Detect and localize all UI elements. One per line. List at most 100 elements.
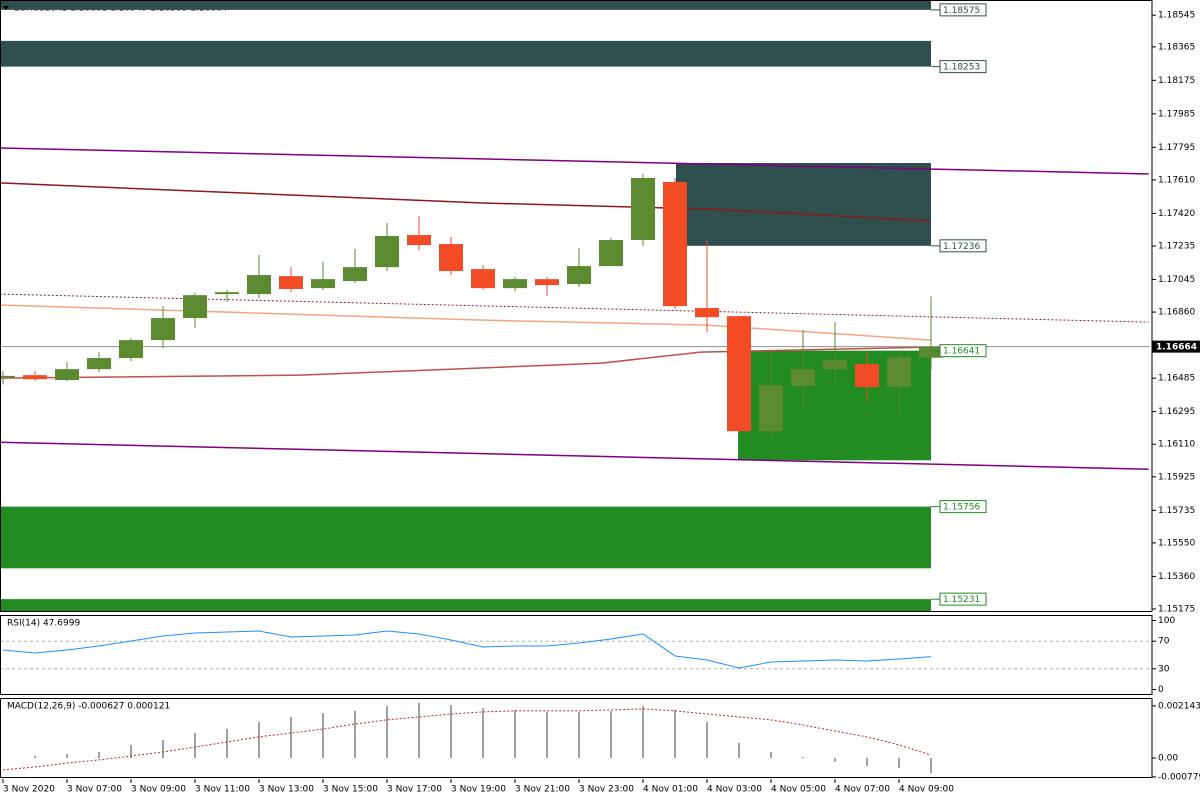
- y-tick-label: 1.17045: [1158, 275, 1195, 285]
- candle-body: [471, 269, 495, 289]
- candle-body: [343, 267, 367, 282]
- x-tick-label: 3 Nov 15:00: [323, 785, 378, 795]
- zone-label: 1.15756: [943, 503, 980, 513]
- x-tick-label: 3 Nov 11:00: [195, 785, 250, 795]
- x-tick-label: 3 Nov 23:00: [579, 785, 634, 795]
- y-tick-label: 70: [1158, 637, 1170, 647]
- y-tick-label: 1.16860: [1158, 308, 1195, 318]
- candle-body: [631, 177, 655, 241]
- y-tick-label: -0.000779: [1158, 772, 1200, 782]
- y-tick-label: 1.17795: [1158, 143, 1195, 153]
- title-marker: [3, 6, 9, 10]
- y-tick-label: 1.18545: [1158, 11, 1195, 21]
- zone: [0, 40, 932, 67]
- zone-label-box: [939, 592, 987, 606]
- zone-label-box: [939, 344, 987, 358]
- x-tick-label: 4 Nov 03:00: [707, 785, 762, 795]
- x-tick-label: 3 Nov 2020: [3, 785, 55, 795]
- indicator-line: [0, 182, 932, 222]
- candle-body: [567, 266, 591, 285]
- zone-label: 1.18575: [943, 6, 980, 16]
- y-tick-label: 100: [1158, 616, 1175, 626]
- candle-body: [311, 279, 335, 289]
- candle-body: [375, 235, 399, 268]
- x-tick-label: 3 Nov 17:00: [387, 785, 442, 795]
- candle-body: [439, 244, 463, 272]
- y-tick-label: 30: [1158, 664, 1170, 674]
- x-tick-label: 4 Nov 01:00: [643, 785, 698, 795]
- y-tick-label: 1.16485: [1158, 374, 1195, 384]
- zone-label: 1.18253: [943, 63, 980, 73]
- y-tick-label: 1.15360: [1158, 572, 1195, 582]
- x-tick-label: 3 Nov 09:00: [131, 785, 186, 795]
- x-tick-label: 3 Nov 21:00: [515, 785, 570, 795]
- indicator-line: [0, 441, 1149, 471]
- candle-body: [503, 279, 527, 289]
- zone: [0, 599, 932, 612]
- candle-body: [887, 357, 911, 388]
- zone-label: 1.17236: [943, 242, 980, 252]
- candle-body: [759, 385, 783, 432]
- y-tick-label: 1.18365: [1158, 42, 1195, 52]
- y-tick-label: 1.16110: [1158, 440, 1195, 450]
- current-price-box: [1152, 340, 1200, 353]
- candle-body: [823, 360, 847, 370]
- zone-label-box: [939, 239, 987, 253]
- zone: [675, 163, 931, 246]
- candle-body: [23, 375, 47, 380]
- rsi-line: [2, 630, 932, 669]
- indicator-line: [0, 147, 1149, 175]
- zone-label: 1.16641: [943, 347, 980, 357]
- candle-body: [87, 358, 111, 370]
- candle-body: [279, 276, 303, 289]
- candle-body: [727, 316, 751, 432]
- candle-body: [599, 240, 623, 267]
- y-tick-label: 1.18175: [1158, 76, 1195, 86]
- zone-label-box: [939, 3, 987, 17]
- y-tick-label: 1.17420: [1158, 209, 1195, 219]
- panel-title: MACD(12,26,9) -0.000627 0.000121: [7, 702, 170, 712]
- indicator-line: [0, 293, 1149, 323]
- plot: [0, 0, 1150, 612]
- x-tick-label: 4 Nov 05:00: [771, 785, 826, 795]
- y-tick-label: 1.17610: [1158, 175, 1195, 185]
- panel-title: RSI(14) 47.6999: [7, 619, 80, 629]
- zone: [0, 0, 932, 10]
- x-tick-label: 4 Nov 09:00: [899, 785, 954, 795]
- candle-body: [119, 340, 143, 359]
- y-tick-label: 0.002143: [1158, 701, 1200, 711]
- candle-body: [695, 308, 719, 318]
- panel-frame: [0, 0, 1153, 612]
- zone-label-box: [939, 500, 987, 514]
- y-tick-label: 0: [1158, 685, 1164, 695]
- current-price-label: 1.16664: [1156, 343, 1197, 353]
- y-tick-label: 1.15735: [1158, 506, 1195, 516]
- candle-body: [151, 318, 175, 341]
- y-tick-label: 0.00: [1158, 753, 1178, 763]
- panel-frame: [0, 615, 1153, 695]
- x-tick-label: 3 Nov 19:00: [451, 785, 506, 795]
- candle-body: [791, 369, 815, 387]
- candle-body: [855, 364, 879, 388]
- zone-label-box: [939, 60, 987, 74]
- candle-body: [919, 346, 943, 358]
- x-tick-label: 3 Nov 07:00: [67, 785, 122, 795]
- y-tick-label: 1.16295: [1158, 407, 1195, 417]
- candle-body: [535, 279, 559, 286]
- candle-body: [247, 275, 271, 295]
- y-tick-label: 1.15550: [1158, 538, 1195, 548]
- zone: [0, 506, 932, 569]
- x-tick-label: 3 Nov 13:00: [259, 785, 314, 795]
- panel-frame: [0, 698, 1153, 778]
- y-tick-label: 1.17985: [1158, 109, 1195, 119]
- y-tick-label: 1.15925: [1158, 472, 1195, 482]
- y-tick-label: 1.17235: [1158, 241, 1195, 251]
- candle-body: [55, 369, 79, 381]
- indicator-line: [0, 346, 932, 379]
- zone-label: 1.15231: [943, 595, 980, 605]
- candle-body: [215, 292, 239, 295]
- candle-body: [663, 182, 687, 307]
- candle-body: [407, 235, 431, 246]
